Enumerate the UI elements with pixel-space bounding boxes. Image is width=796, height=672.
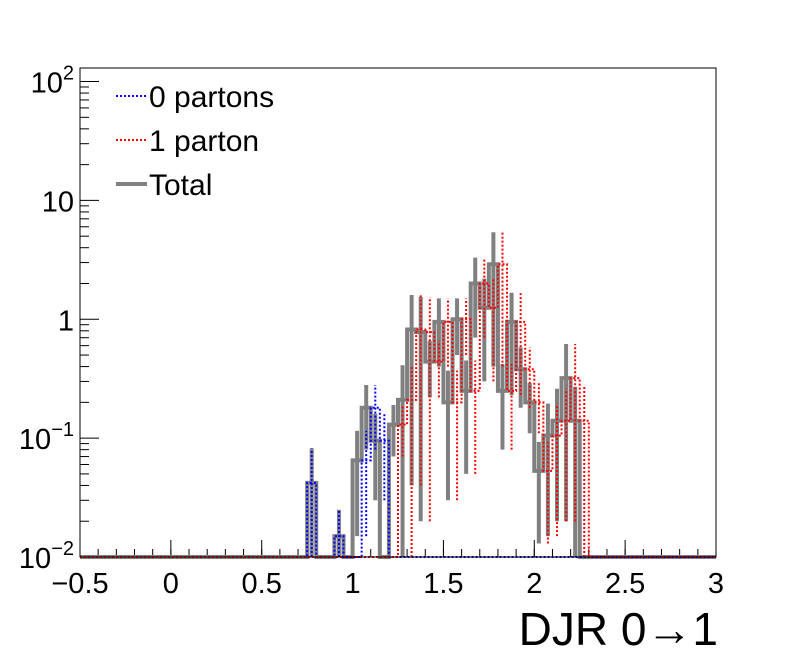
- x-tick-labels: −0.5 0 0.5 1 1.5 2 2.5 3: [51, 568, 724, 600]
- y-tick-label: 1: [58, 305, 74, 337]
- legend-label: 0 partons: [149, 81, 274, 114]
- x-tick-label: 2.5: [605, 568, 645, 600]
- y-tick-label-base: 10: [19, 424, 51, 456]
- x-axis-title: DJR 0→1: [519, 603, 718, 655]
- legend: 0 partons 1 parton Total: [116, 81, 274, 202]
- x-tick-label: 0: [163, 568, 179, 600]
- y-tick-label-base: 10: [19, 543, 51, 575]
- x-tick-label: 1: [345, 568, 361, 600]
- x-tick-label: 1.5: [423, 568, 463, 600]
- y-tick-label: 10−1: [19, 419, 74, 456]
- y-tick-label-exponent: 2: [63, 63, 74, 85]
- y-tick-label: 102: [31, 63, 74, 100]
- x-tick-label: 2: [526, 568, 542, 600]
- x-tick-label: −0.5: [51, 568, 108, 600]
- series-1-parton: [80, 232, 716, 558]
- y-tick-label: 10−2: [19, 538, 74, 575]
- y-tick-label-exponent: −2: [51, 538, 74, 560]
- plot-frame: [79, 67, 717, 558]
- y-tick-label-base: 10: [31, 68, 63, 100]
- legend-label: 1 parton: [149, 125, 259, 158]
- y-tick-label: 10: [42, 186, 74, 218]
- x-tick-label: 3: [708, 568, 724, 600]
- x-tick-label: 0.5: [242, 568, 282, 600]
- series-0-partons: [80, 384, 716, 558]
- legend-label: Total: [149, 169, 212, 202]
- y-tick-label-exponent: −1: [51, 419, 74, 441]
